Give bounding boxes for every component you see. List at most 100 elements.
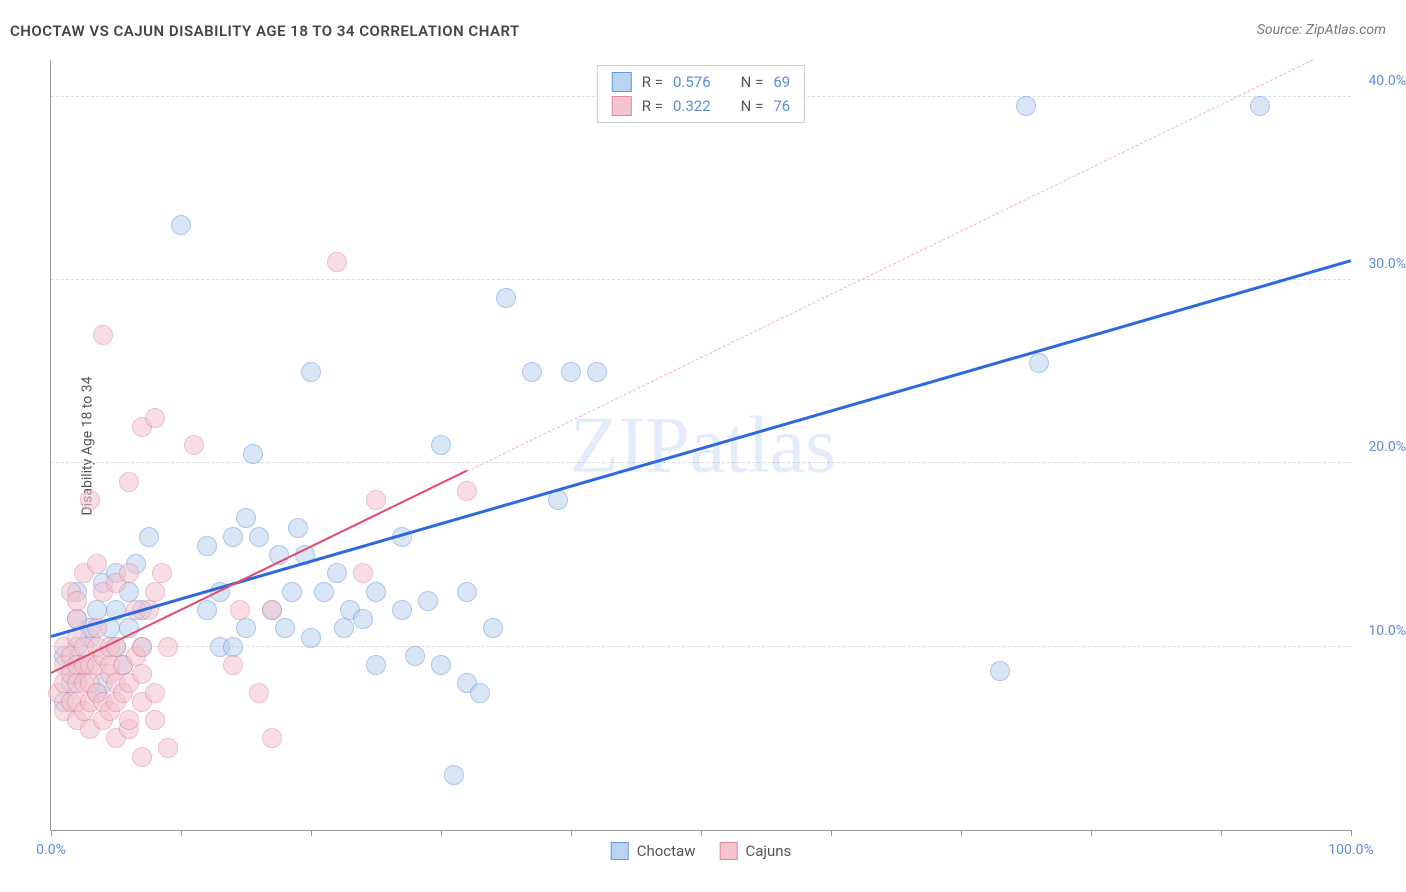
data-point [158,738,178,758]
data-point [405,646,425,666]
data-point [457,481,477,501]
data-point [392,600,412,620]
data-point [483,618,503,638]
y-tick-label: 20.0% [1368,439,1406,455]
chart-title: CHOCTAW VS CAJUN DISABILITY AGE 18 TO 34… [10,22,520,40]
data-point [67,591,87,611]
data-point [139,527,159,547]
x-tick [961,830,962,836]
data-point [990,661,1010,681]
x-tick [1091,830,1092,836]
n-value: 69 [773,70,790,94]
data-point [282,582,302,602]
legend-swatch [611,842,629,860]
data-point [243,444,263,464]
x-tick [181,830,182,836]
data-point [184,435,204,455]
data-point [145,582,165,602]
gridline [51,279,1351,280]
data-point [145,683,165,703]
data-point [249,683,269,703]
data-point [353,563,373,583]
gridline [51,646,1351,647]
x-tick [1221,830,1222,836]
data-point [288,518,308,538]
x-tick-label: 100.0% [1328,842,1373,858]
data-point [353,609,373,629]
data-point [275,618,295,638]
data-point [87,600,107,620]
data-point [314,582,334,602]
correlation-legend: R = 0.576 N = 69 R = 0.322 N = 76 [597,65,805,123]
data-point [80,490,100,510]
data-point [457,582,477,602]
n-label: N = [741,94,764,118]
x-tick [1351,830,1352,836]
data-point [444,765,464,785]
r-value: 0.322 [673,94,711,118]
data-point [249,527,269,547]
x-tick-label: 0.0% [36,842,66,858]
r-value: 0.576 [673,70,711,94]
data-point [230,600,250,620]
data-point [334,618,354,638]
x-tick [831,830,832,836]
data-point [262,600,282,620]
y-tick-label: 10.0% [1368,623,1406,639]
r-label: R = [642,70,663,94]
x-tick [571,830,572,836]
data-point [223,637,243,657]
legend-swatch [719,842,737,860]
data-point [327,563,347,583]
data-point [496,288,516,308]
data-point [87,554,107,574]
legend-swatch [612,72,632,92]
data-point [236,508,256,528]
data-point [93,325,113,345]
y-tick-label: 40.0% [1368,73,1406,89]
r-label: R = [642,94,663,118]
data-point [366,582,386,602]
x-tick [311,830,312,836]
data-point [158,637,178,657]
legend-label: Choctaw [637,842,696,860]
data-point [119,472,139,492]
data-point [418,591,438,611]
legend-item: Cajuns [719,842,791,860]
data-point [366,490,386,510]
data-point [431,435,451,455]
data-point [301,362,321,382]
n-label: N = [741,70,764,94]
data-point [327,252,347,272]
legend-swatch [612,96,632,116]
source-attribution: Source: ZipAtlas.com [1257,22,1386,38]
legend-label: Cajuns [745,842,791,860]
data-point [561,362,581,382]
n-value: 76 [773,94,790,118]
data-point [197,536,217,556]
data-point [262,728,282,748]
data-point [119,710,139,730]
data-point [301,628,321,648]
data-point [1250,96,1270,116]
data-point [132,637,152,657]
data-point [1029,353,1049,373]
data-point [223,655,243,675]
data-point [366,655,386,675]
data-point [152,563,172,583]
data-point [431,655,451,675]
legend-item: Choctaw [611,842,696,860]
plot-area: R =0.576N =69R =0.322N =76 ChoctawCajuns… [50,60,1351,831]
data-point [171,215,191,235]
data-point [548,490,568,510]
data-point [470,683,490,703]
data-point [145,710,165,730]
legend-row: R = 0.322 N = 76 [612,94,790,118]
data-point [132,664,152,684]
data-point [132,747,152,767]
x-tick [441,830,442,836]
data-point [587,362,607,382]
data-point [197,600,217,620]
data-point [119,563,139,583]
trend-line-extrapolated [467,59,1314,472]
